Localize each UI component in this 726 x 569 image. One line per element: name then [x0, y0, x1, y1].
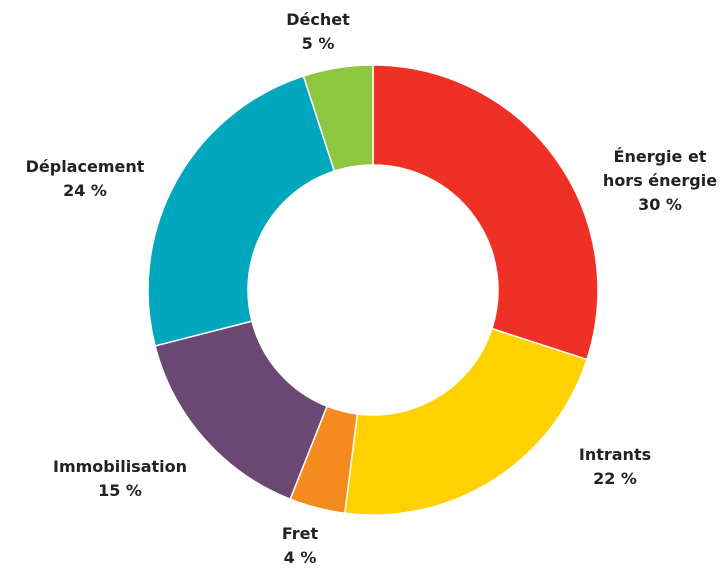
category-label: Énergie et hors énergie [602, 147, 718, 190]
donut-slice [147, 75, 336, 347]
donut-slice [302, 64, 374, 173]
donut-slice [372, 64, 599, 361]
slice-label: Immobilisation 15 % [45, 455, 195, 503]
category-label: Déchet [286, 10, 350, 29]
slice-label: Énergie et hors énergie 30 % [585, 145, 726, 217]
value-label: 15 % [98, 481, 142, 500]
slice-label: Intrants 22 % [540, 443, 690, 491]
value-label: 5 % [301, 34, 335, 53]
value-label: 4 % [283, 548, 317, 567]
slice-label: Déchet 5 % [243, 8, 393, 56]
slice-label: Fret 4 % [225, 522, 375, 569]
category-label: Intrants [578, 445, 652, 464]
category-label: Déplacement [25, 157, 145, 176]
value-label: 30 % [638, 195, 682, 214]
category-label: Immobilisation [52, 457, 188, 476]
value-label: 22 % [593, 469, 637, 488]
value-label: 24 % [63, 181, 107, 200]
donut-slice [343, 327, 588, 516]
category-label: Fret [281, 524, 319, 543]
slice-label: Déplacement 24 % [10, 155, 160, 203]
